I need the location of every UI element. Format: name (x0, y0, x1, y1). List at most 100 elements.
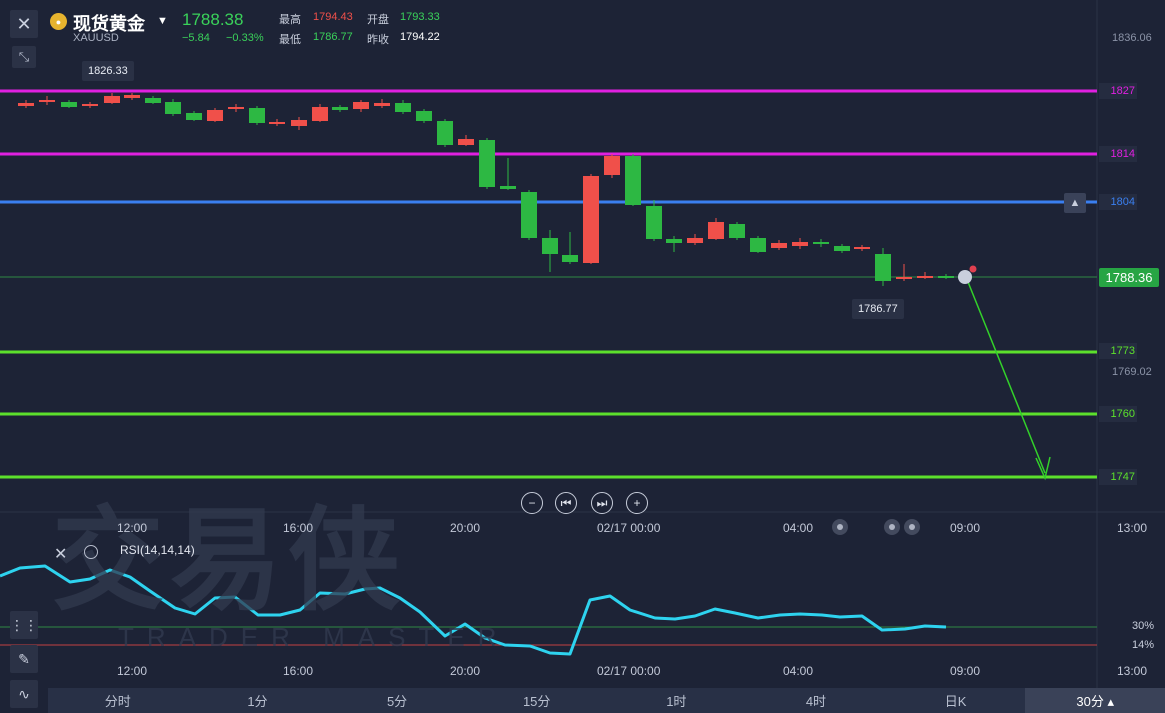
minus-circle-icon[interactable]: − (521, 492, 543, 514)
high-value: 1794.43 (313, 11, 353, 23)
rsi-indicator-label: RSI(14,14,14) (120, 543, 195, 557)
candle-body (186, 113, 202, 120)
candle-body (813, 242, 829, 244)
pen-icon[interactable]: ✎ (10, 645, 38, 673)
axis-top-value: 1836.06 (1112, 32, 1152, 44)
plus-circle-icon[interactable]: + (626, 492, 648, 514)
time-label: 12:00 (117, 521, 148, 535)
tab-period[interactable]: 15分 (522, 694, 551, 709)
candle-body (625, 156, 641, 205)
info-icon (958, 270, 972, 284)
candle-body (542, 238, 558, 254)
time-label: 09:00 (950, 664, 981, 678)
tab-period-selected[interactable]: 30分 ▴ (1025, 688, 1165, 713)
prev-close-label: 昨收 (367, 34, 389, 46)
candle-body (604, 156, 620, 175)
level-label: 1747 (1099, 469, 1137, 485)
symbol-code: XAUUSD (73, 32, 119, 44)
indicator-icon[interactable]: ⋮⋮ (10, 611, 38, 639)
level-label: 1827 (1099, 83, 1137, 99)
rsi-line (0, 564, 947, 656)
tab-period[interactable]: 1时 (666, 694, 687, 709)
level-label: 1804 (1099, 194, 1137, 210)
tab-period[interactable]: 分时 (104, 694, 131, 709)
skip-back-icon[interactable]: ⏮ (555, 492, 577, 514)
open-label: 开盘 (367, 14, 389, 26)
axis-mid-value: 1769.02 (1112, 366, 1152, 378)
low-value: 1786.77 (313, 31, 353, 43)
candle-body (207, 110, 223, 121)
time-label: 16:00 (283, 521, 314, 535)
min-price-tag: 1786.77 (852, 299, 904, 319)
alert-dot-icon (969, 265, 977, 273)
close-icon[interactable]: ✕ (54, 546, 68, 563)
candle-body (646, 206, 662, 239)
marker-dot-icon[interactable] (884, 519, 900, 535)
candle-body (353, 102, 369, 109)
candle-body (708, 222, 724, 239)
tab-period[interactable]: 1分 (247, 694, 268, 709)
symbol-name[interactable]: 现货黄金 (73, 14, 145, 34)
tab-period[interactable]: 5分 (386, 694, 408, 709)
time-label: 02/17 00:00 (597, 664, 661, 678)
candle-body (729, 224, 745, 238)
candle-body (228, 107, 244, 109)
candle-body (291, 120, 307, 126)
candle-body (249, 108, 265, 123)
prev-close-value: 1794.22 (400, 31, 440, 43)
candle-body (312, 107, 328, 121)
candle-body (917, 276, 933, 278)
marker-dot-icon[interactable] (904, 519, 920, 535)
watermark-cn: 交易侠 (52, 498, 406, 623)
time-label: 04:00 (783, 521, 814, 535)
marker-dot-icon[interactable] (832, 519, 848, 535)
time-label: 20:00 (450, 664, 481, 678)
candle-body (938, 276, 954, 278)
candle-body (562, 255, 578, 262)
candle-body (687, 238, 703, 243)
time-label: 16:00 (283, 664, 314, 678)
candle-body (479, 140, 495, 187)
time-label: 13:00 (1117, 664, 1148, 678)
level-label: 1773 (1099, 343, 1137, 359)
chevron-down-icon[interactable]: ▼ (157, 15, 168, 27)
candle-body (750, 238, 766, 252)
current-price-tag: 1788.36 (1099, 268, 1159, 287)
forecast-arrow-head (1035, 456, 1051, 481)
candle-body (39, 100, 55, 102)
tab-period[interactable]: 日K (944, 694, 967, 709)
candle-body (458, 139, 474, 145)
level-label: 1760 (1099, 406, 1137, 422)
candle-body (395, 103, 411, 112)
time-label: 20:00 (450, 521, 481, 535)
collapse-arrows-icon[interactable]: ⤡ (12, 46, 36, 68)
eye-icon[interactable] (84, 545, 98, 559)
candle-body (834, 246, 850, 251)
candle-body (145, 98, 161, 103)
period-tabbar: 分时 1分 5分 15分 1时 4时 日K 30分 ▴ (48, 688, 1165, 713)
low-label: 最低 (279, 34, 301, 46)
candle-body (771, 243, 787, 248)
candle-body (521, 192, 537, 238)
candle-body (61, 102, 77, 107)
candle-body (124, 95, 140, 98)
last-price: 1788.38 (182, 10, 244, 29)
line-chart-icon[interactable]: ∿ (10, 680, 38, 708)
candle-body (500, 186, 516, 189)
tab-period[interactable]: 4时 (805, 694, 827, 709)
candle-body (374, 103, 390, 106)
alert-bell-icon[interactable]: ▲ (1064, 193, 1086, 213)
candle-body (583, 176, 599, 263)
price-change: −5.84 (182, 32, 210, 44)
close-icon[interactable]: ✕ (10, 10, 38, 38)
max-price-tag: 1826.33 (82, 61, 134, 81)
candle-body (854, 247, 870, 249)
skip-forward-icon[interactable]: ⏭ (591, 492, 613, 514)
candle-body (269, 122, 285, 124)
time-label: 09:00 (950, 521, 981, 535)
time-label: 02/17 00:00 (597, 521, 661, 535)
candle-body (104, 96, 120, 103)
candle-body (437, 121, 453, 145)
forecast-arrow-line (965, 276, 1046, 474)
